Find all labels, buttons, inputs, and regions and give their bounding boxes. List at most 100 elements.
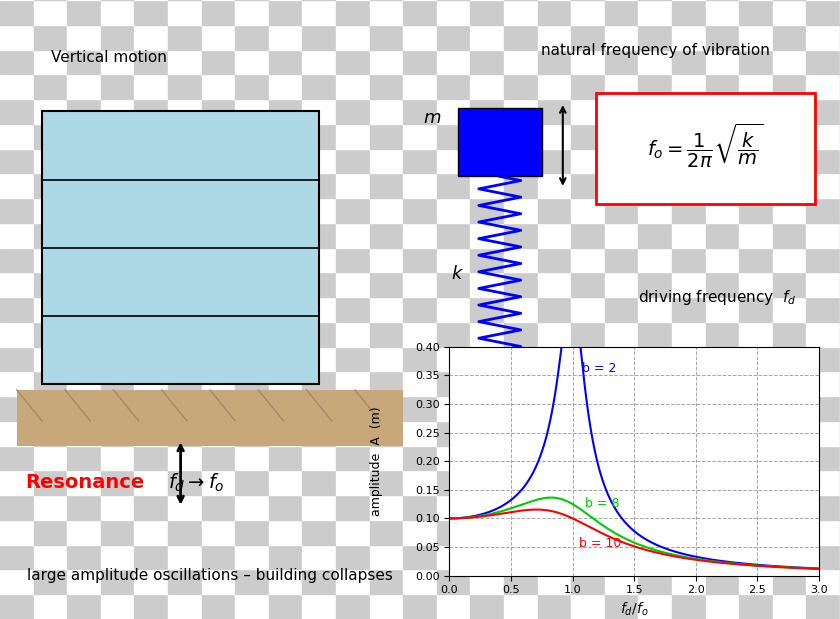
- Bar: [504, 520, 538, 545]
- Bar: [269, 495, 302, 520]
- Bar: [302, 297, 336, 322]
- Bar: [538, 25, 571, 50]
- Bar: [134, 347, 168, 371]
- Bar: [739, 248, 773, 272]
- Bar: [437, 446, 470, 470]
- Bar: [67, 0, 101, 25]
- Bar: [336, 569, 370, 594]
- Bar: [370, 446, 403, 470]
- Bar: [101, 50, 134, 74]
- Bar: [773, 371, 806, 396]
- Bar: [370, 248, 403, 272]
- Bar: [269, 446, 302, 470]
- Bar: [672, 149, 706, 173]
- Bar: [0, 124, 34, 149]
- Bar: [538, 371, 571, 396]
- Bar: [672, 371, 706, 396]
- Bar: [336, 198, 370, 223]
- Bar: [504, 25, 538, 50]
- Bar: [806, 124, 840, 149]
- Bar: [168, 173, 202, 198]
- Bar: [403, 198, 437, 223]
- Bar: [42, 111, 319, 384]
- Bar: [403, 272, 437, 297]
- Bar: [571, 545, 605, 569]
- Bar: [437, 396, 470, 421]
- Bar: [470, 594, 504, 619]
- Bar: [605, 0, 638, 25]
- Bar: [0, 569, 34, 594]
- Bar: [168, 322, 202, 347]
- Bar: [269, 297, 302, 322]
- Bar: [470, 149, 504, 173]
- Bar: [437, 594, 470, 619]
- Text: b = 8: b = 8: [585, 497, 619, 510]
- Bar: [269, 25, 302, 50]
- Bar: [168, 545, 202, 569]
- Bar: [336, 99, 370, 124]
- Bar: [571, 396, 605, 421]
- Bar: [596, 93, 815, 204]
- Bar: [34, 495, 67, 520]
- Bar: [269, 50, 302, 74]
- Bar: [773, 248, 806, 272]
- Bar: [134, 198, 168, 223]
- Bar: [806, 149, 840, 173]
- Bar: [538, 198, 571, 223]
- Bar: [34, 74, 67, 99]
- Bar: [672, 545, 706, 569]
- Bar: [706, 25, 739, 50]
- Bar: [806, 99, 840, 124]
- Bar: [67, 470, 101, 495]
- Bar: [672, 25, 706, 50]
- Bar: [605, 371, 638, 396]
- Bar: [638, 569, 672, 594]
- Bar: [739, 50, 773, 74]
- Bar: [739, 569, 773, 594]
- Bar: [437, 297, 470, 322]
- Bar: [403, 569, 437, 594]
- Bar: [269, 470, 302, 495]
- Bar: [168, 470, 202, 495]
- Bar: [302, 149, 336, 173]
- Bar: [168, 198, 202, 223]
- Bar: [134, 248, 168, 272]
- Bar: [437, 74, 470, 99]
- Bar: [470, 569, 504, 594]
- Bar: [437, 470, 470, 495]
- Text: $f_d \rightarrow f_o$: $f_d \rightarrow f_o$: [168, 472, 224, 494]
- Bar: [302, 272, 336, 297]
- Bar: [202, 248, 235, 272]
- Bar: [470, 99, 504, 124]
- X-axis label: $f_d / f_o$: $f_d / f_o$: [620, 601, 648, 618]
- Bar: [235, 223, 269, 248]
- Bar: [302, 99, 336, 124]
- Bar: [336, 371, 370, 396]
- Bar: [202, 223, 235, 248]
- Bar: [101, 248, 134, 272]
- Bar: [605, 297, 638, 322]
- Bar: [638, 396, 672, 421]
- Bar: [605, 74, 638, 99]
- Bar: [0, 371, 34, 396]
- Bar: [504, 223, 538, 248]
- Bar: [773, 173, 806, 198]
- Bar: [101, 198, 134, 223]
- Bar: [638, 25, 672, 50]
- Bar: [739, 545, 773, 569]
- Bar: [806, 545, 840, 569]
- Bar: [101, 25, 134, 50]
- Bar: [370, 124, 403, 149]
- Bar: [773, 495, 806, 520]
- Bar: [168, 446, 202, 470]
- Bar: [504, 198, 538, 223]
- Bar: [168, 124, 202, 149]
- Bar: [458, 108, 542, 176]
- Bar: [336, 248, 370, 272]
- Bar: [101, 272, 134, 297]
- Bar: [168, 99, 202, 124]
- Bar: [168, 495, 202, 520]
- Bar: [605, 124, 638, 149]
- Bar: [302, 495, 336, 520]
- Bar: [739, 149, 773, 173]
